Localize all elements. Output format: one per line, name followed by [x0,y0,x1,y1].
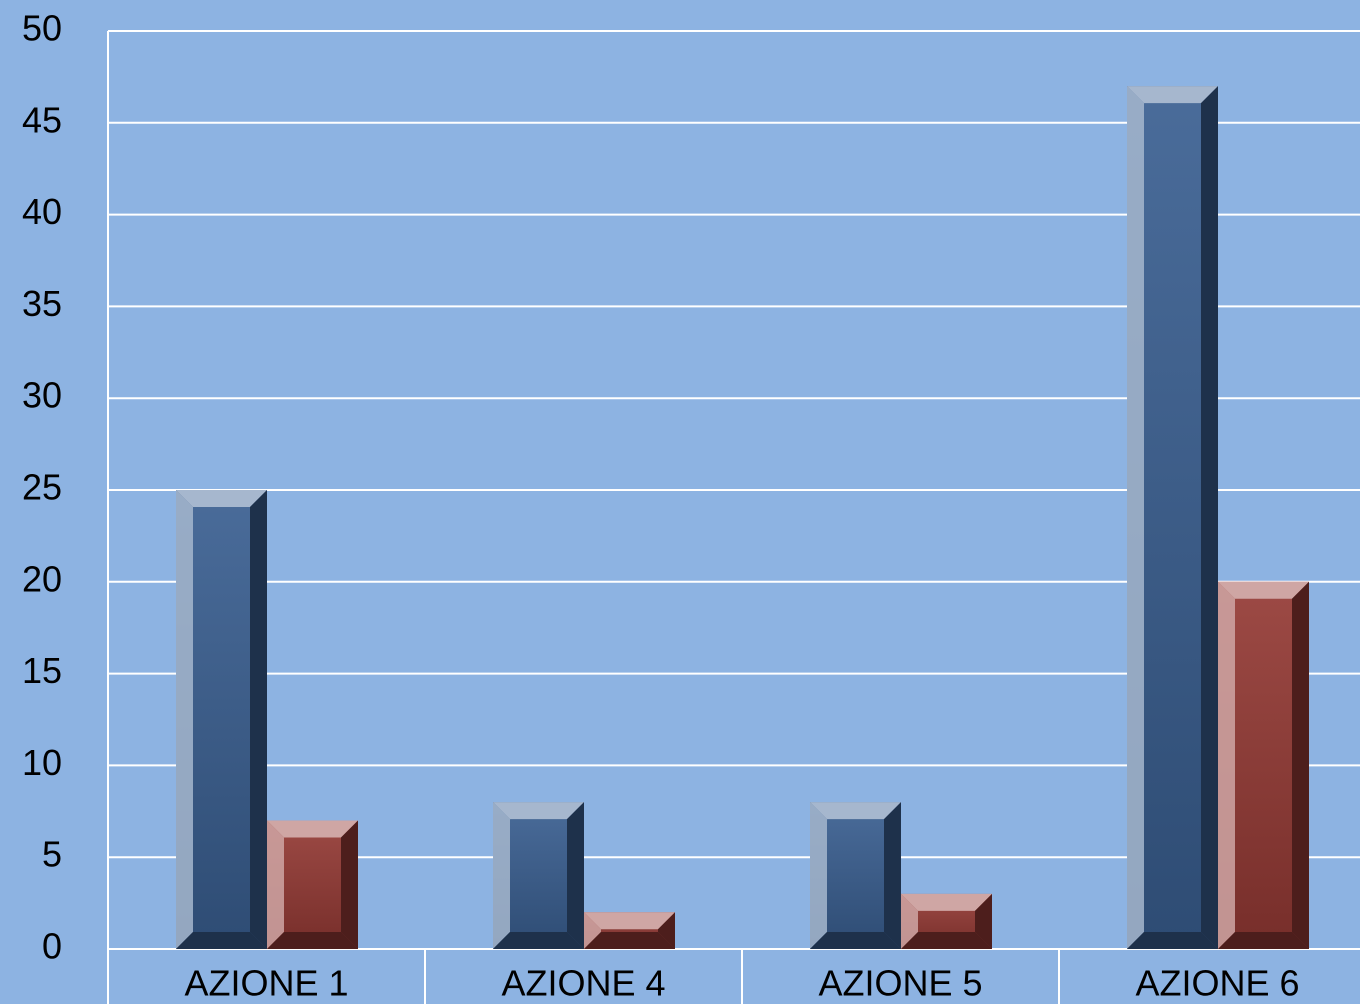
bar-bevel [584,912,601,949]
x-tick-label: AZIONE 1 [184,963,348,1004]
bar-bevel [567,802,584,949]
x-tick-label: AZIONE 5 [818,963,982,1004]
x-tick-label: AZIONE 4 [501,963,665,1004]
bar-bevel [884,802,901,949]
bar-bevel [176,490,193,949]
y-tick-label: 50 [22,8,62,49]
y-tick-label: 45 [22,99,62,140]
y-tick-label: 20 [22,558,62,599]
bar-bevel [1201,86,1218,949]
y-tick-label: 25 [22,467,62,508]
y-tick-label: 0 [42,926,62,967]
y-tick-label: 15 [22,650,62,691]
bar-bevel [1292,581,1309,949]
x-tick-label: AZIONE 6 [1135,963,1299,1004]
bar-bevel [176,932,267,949]
bar-bevel [901,893,918,949]
bar-bevel [493,932,584,949]
y-tick-label: 30 [22,375,62,416]
y-tick-label: 35 [22,283,62,324]
y-tick-label: 10 [22,742,62,783]
bar-bevel [810,932,901,949]
bar-bevel [584,932,675,949]
bar-bevel [810,802,901,820]
bar-bevel [341,820,358,949]
bar-bevel [1127,86,1218,104]
bar-bevel [176,490,267,507]
y-tick-label: 5 [42,834,62,875]
bar-bevel [901,932,992,949]
bar-bevel [1218,581,1309,599]
bar-bevel [1127,86,1144,949]
bar-bevel [658,912,675,949]
y-tick-label: 40 [22,191,62,232]
bar-bevel [584,912,675,930]
bar-bevel [1127,932,1218,949]
bar-bevel [267,820,284,949]
bar-bevel [810,802,827,949]
bar-bevel [250,490,267,949]
bar-bevel [493,802,510,949]
bar-bevel [267,932,358,949]
bar-bevel [493,802,584,820]
bar-bevel [901,893,992,911]
bar-bevel [975,893,992,949]
bar-bevel [1218,932,1309,949]
bar-bevel [267,820,358,838]
bar-bevel [1218,581,1235,949]
